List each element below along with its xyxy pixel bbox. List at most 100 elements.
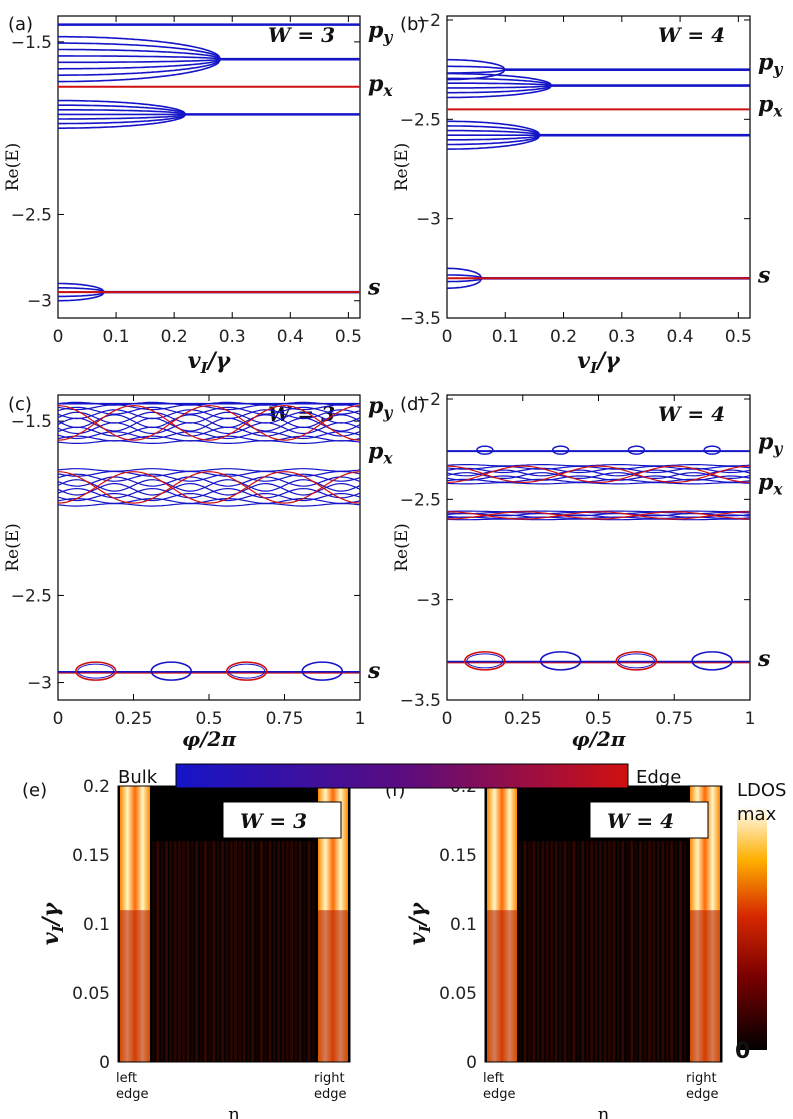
edge-curve [58, 404, 360, 441]
heatmap-stripe [311, 841, 315, 1062]
band-curve [58, 414, 360, 429]
left-edge-label: edge [116, 1087, 149, 1102]
x-axis-label: n [598, 1104, 610, 1119]
heatmap-stripe [625, 841, 629, 1062]
y-tick-label: 0.1 [450, 915, 477, 935]
heatmap-stripe [527, 841, 531, 1062]
x-axis-label: n [228, 1104, 240, 1119]
x-tick-label: 0.75 [266, 709, 304, 729]
panel-label-e: (e) [22, 780, 47, 801]
x-tick-label: 0.25 [115, 709, 153, 729]
band-curve [447, 516, 750, 520]
y-tick-label: −3.5 [400, 691, 441, 711]
band-curve [58, 502, 360, 507]
heatmap-stripe [567, 841, 571, 1062]
y-tick-label: −1.5 [11, 412, 52, 432]
band-label-s: s [367, 275, 380, 301]
heatmap-stripe [536, 841, 540, 1062]
band-curve [447, 478, 750, 483]
panel-title: W = 4 [607, 809, 674, 833]
x-tick-label: 0 [53, 709, 64, 729]
plot-layer: 0 0.1 0.2 0.3 0.4 0.5−1.5−2.5−3Re(E)vI/γW = 3… [3, 11, 783, 1119]
band-curve [58, 479, 360, 492]
heatmap-stripe [683, 841, 687, 1062]
heatmap-stripe [186, 841, 190, 1062]
band-label-y: py [758, 429, 783, 458]
y-tick-label: −2.5 [400, 490, 441, 510]
edge-curve [58, 404, 360, 441]
left-edge-fade [120, 910, 150, 1062]
y-tick-label: 0 [466, 1053, 477, 1073]
ldos-colorbar [737, 806, 767, 1050]
band-curve [58, 404, 360, 411]
panel-label-a: (a) [8, 14, 33, 35]
x-axis-label: φ/2π [182, 727, 236, 751]
band-curve [447, 481, 750, 485]
y-axis-label: Re(E) [3, 143, 23, 192]
heatmap-stripe [259, 841, 263, 1062]
band-curve [58, 468, 360, 472]
series-curve [447, 134, 748, 150]
left-edge-label: left [483, 1071, 504, 1086]
heatmap-stripe [594, 841, 598, 1062]
edge-curve [447, 511, 750, 520]
heatmap-stripe [307, 841, 311, 1062]
heatmap-stripe [264, 841, 268, 1062]
x-tick-label: 0 [53, 327, 64, 347]
band-curve [58, 426, 360, 437]
heatmap-stripe [647, 841, 651, 1062]
panel-title: W = 3 [240, 809, 307, 833]
band-curve [58, 498, 360, 504]
heatmap-stripe [242, 841, 246, 1062]
band-curve [58, 482, 360, 496]
y-axis-label: vI/γ [405, 901, 434, 945]
band-label-s: s [757, 646, 770, 672]
heatmap-stripe [550, 841, 554, 1062]
band-curve [447, 464, 750, 467]
right-edge-label: edge [314, 1087, 347, 1102]
heatmap-stripe [523, 841, 527, 1062]
heatmap-stripe [199, 841, 203, 1062]
bulk-edge-colorbar [175, 763, 629, 789]
heatmap-stripe [572, 841, 576, 1062]
panel-title: W = 3 [268, 23, 335, 47]
band-label-y: py [758, 50, 783, 79]
band-curve [58, 417, 360, 432]
heatmap-stripe [177, 841, 181, 1062]
plot-area-(c) [58, 401, 360, 681]
band-label-y: py [368, 393, 393, 422]
x-tick-label: 0.5 [195, 709, 222, 729]
left-edge-fade [487, 910, 517, 1062]
heatmap-stripe [156, 841, 160, 1062]
panel-title: W = 4 [658, 23, 725, 47]
heatmap-stripe [255, 841, 259, 1062]
band-curve [447, 467, 750, 474]
edge-curve [447, 465, 750, 484]
heatmap-stripe [203, 841, 207, 1062]
y-tick-label: −3 [27, 292, 52, 312]
panel-frame [57, 15, 361, 319]
s-loop [615, 651, 658, 671]
x-tick-label: 0.5 [335, 327, 362, 347]
heatmap-stripe [576, 841, 580, 1062]
heatmap-stripe [652, 841, 656, 1062]
x-tick-label: 0.3 [219, 327, 246, 347]
band-label-x: px [368, 71, 393, 100]
heatmap-stripe [541, 841, 545, 1062]
heatmap-stripe [665, 841, 669, 1062]
heatmap-stripe [590, 841, 594, 1062]
x-tick-label: 0.75 [655, 709, 693, 729]
heatmap-stripe [656, 841, 660, 1062]
py-loop [703, 445, 721, 455]
plot-area-(d) [447, 445, 750, 671]
y-tick-label: −3 [416, 210, 441, 230]
right-edge-label: right [686, 1071, 717, 1086]
heatmap-stripe [216, 841, 220, 1062]
heatmap-stripe [182, 841, 186, 1062]
heatmap-stripe [294, 841, 298, 1062]
s-loop [225, 661, 268, 681]
heatmap-stripe [152, 841, 155, 1062]
band-curve [58, 487, 360, 499]
x-tick-label: 0.2 [550, 327, 577, 347]
series-curve [447, 120, 748, 136]
